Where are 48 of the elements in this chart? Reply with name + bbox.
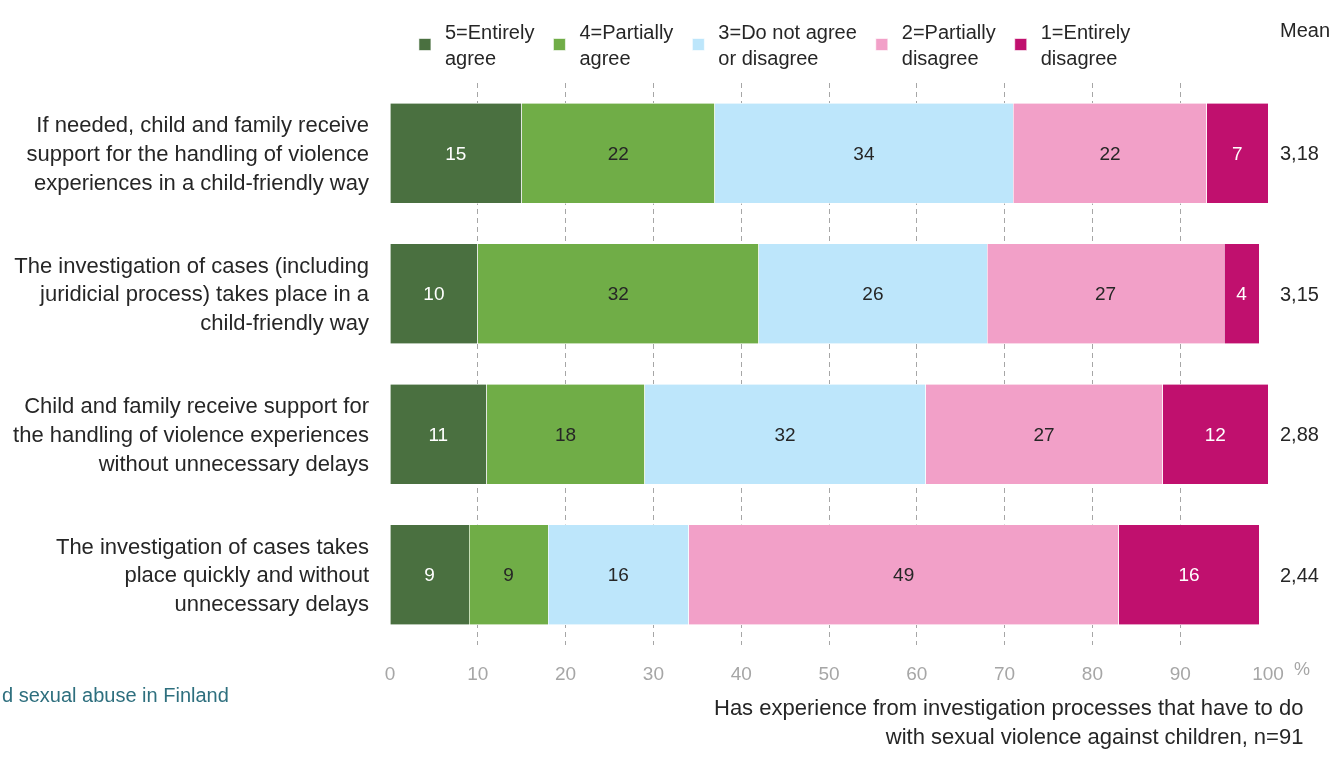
data-label: 7 [1231,142,1243,164]
data-label: 32 [774,423,796,445]
x-tick-label: 0 [384,663,396,684]
x-tick-label: 80 [1081,663,1103,684]
y-tick-label: The investigation of cases takes place quickly and without unnecessary delays [55,533,369,617]
legend-label: 3=Do not agree or disagree [718,21,857,70]
text: 2,44 [1280,564,1319,586]
text: 3,18 [1280,142,1319,164]
x-tick-label: 90 [1169,663,1191,684]
data-label: 11 [428,423,449,445]
x-tick-label: 60 [906,663,928,684]
legend-label: 5=Entirely agree [444,21,535,70]
x-tick-label: 70 [994,663,1016,684]
data-label: 16 [607,564,629,586]
y-tick-label: If needed, child and family receive support for the handling of violence experiences in a child-friendly way [26,112,369,195]
data-label: 22 [1099,142,1121,164]
x-tick-label: 30 [642,663,664,684]
data-label: 22 [607,142,629,164]
x-tick-label: 10 [467,663,489,684]
data-label: 18 [555,423,577,445]
x-tick-label: 100 [1252,663,1284,684]
legend-label: 2=Partially disagree [901,21,996,70]
data-label: 16 [1178,564,1200,586]
data-label: 32 [607,283,629,305]
data-label: 34 [853,142,875,164]
text: d sexual abuse in Finland [2,684,229,706]
x-axis-title: % [1294,659,1311,679]
data-label: 9 [424,564,435,586]
data-label: 9 [503,564,514,586]
data-label: 10 [423,283,445,305]
text: 2,88 [1280,423,1319,445]
x-tick-label: 20 [555,663,577,684]
x-tick-label: 40 [730,663,752,684]
y-tick-label: Child and family receive support for the handling of violence experiences without unnecessary delays [13,393,369,476]
data-label: 27 [1095,283,1117,305]
data-label: 15 [445,142,467,164]
x-tick-label: 50 [818,663,840,684]
y-tick-label: The investigation of cases (including juridicial process) takes place in a child-friendly way [14,252,370,336]
legend-label: 1=Entirely disagree [1040,21,1131,70]
data-label: 12 [1204,423,1226,445]
text: Mean [1280,19,1331,41]
text: 3,15 [1280,283,1319,305]
data-label: 49 [893,564,915,586]
data-label: 27 [1033,423,1055,445]
text: Has experience from investigation processes that have to do with sexual violence against children, n=91 [714,695,1304,749]
data-label: 26 [862,283,884,305]
legend-label: 4=Partially agree [579,21,674,70]
data-label: 4 [1236,283,1248,305]
